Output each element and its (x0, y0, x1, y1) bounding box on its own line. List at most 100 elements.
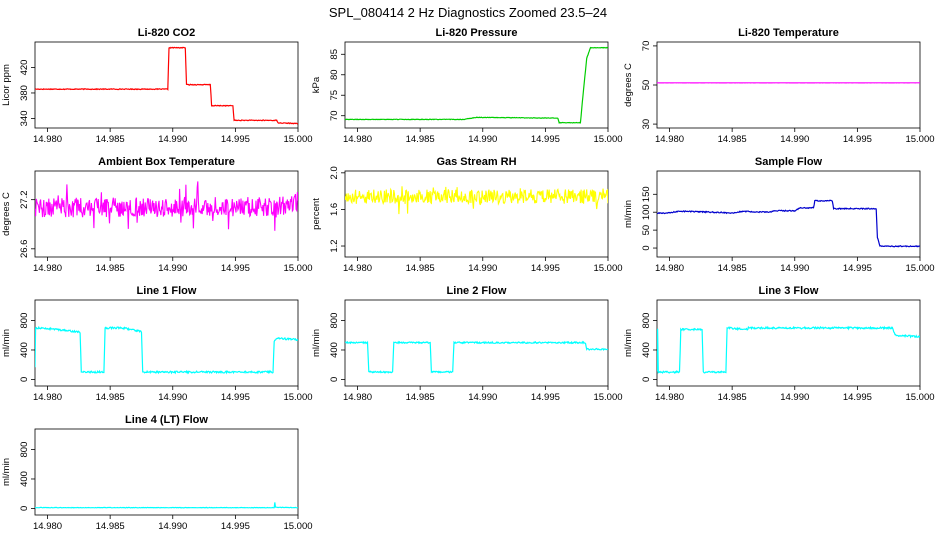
y-axis-label: ml/min (1, 329, 12, 357)
y-tick-label: 400 (329, 342, 340, 358)
chart-panel-8: Line 2 Flow ml/min 14.980 14.985 14.990 14.99… (311, 285, 623, 403)
x-tick-label: 14.980 (343, 392, 372, 403)
x-tick-label: 15.000 (593, 392, 622, 403)
plot-frame (34, 299, 299, 387)
chart-panel-3: Li-820 Temperature degrees C 14.980 14.985 1… (623, 27, 935, 145)
x-tick-label: 14.985 (718, 392, 747, 403)
y-tick-label: 800 (329, 313, 340, 329)
panel-title: Li-820 Pressure (436, 27, 518, 39)
panel-title: Line 1 Flow (137, 285, 197, 297)
y-axis-label: kPa (311, 76, 322, 93)
y-axis-label: percent (311, 198, 322, 230)
chart-panel-7: Line 1 Flow ml/min 14.980 14.985 14.990 14.99… (1, 285, 313, 403)
x-tick-label: 14.990 (468, 134, 497, 145)
plot-frame (656, 41, 921, 129)
panel-title: Line 4 (LT) Flow (125, 414, 208, 426)
x-tick-label: 14.995 (221, 134, 250, 145)
y-tick-label: 70 (641, 41, 652, 52)
data-series-line (345, 46, 608, 124)
y-tick-label: 85 (329, 49, 340, 60)
y-tick-label: 380 (19, 85, 30, 101)
y-tick-label: 50 (641, 80, 652, 91)
x-tick-label: 14.980 (655, 263, 684, 274)
x-tick-label: 14.985 (96, 392, 125, 403)
panel-title: Line 2 Flow (447, 285, 507, 297)
chart-panel-2: Li-820 Pressure kPa 14.980 14.985 14.990 14.9… (311, 27, 623, 145)
chart-panel-4: Ambient Box Temperature degrees C 14.980 14… (1, 156, 313, 274)
panel-title: Ambient Box Temperature (98, 156, 235, 168)
x-tick-label: 14.995 (843, 263, 872, 274)
y-axis-label: degrees C (623, 63, 634, 107)
panel-title: Line 3 Flow (759, 285, 819, 297)
data-series-line (35, 181, 298, 231)
x-tick-label: 14.990 (158, 134, 187, 145)
x-tick-label: 15.000 (283, 263, 312, 274)
x-tick-label: 14.985 (406, 263, 435, 274)
y-axis-label: ml/min (311, 329, 322, 357)
y-axis-label: Licor ppm (1, 64, 12, 106)
x-tick-label: 14.985 (718, 134, 747, 145)
x-tick-label: 14.985 (96, 521, 125, 532)
y-tick-label: 0 (19, 377, 30, 382)
panel-grid: Li-820 CO2 Licor ppm 14.980 14.985 14.990 14.… (1, 27, 935, 532)
y-tick-label: 0 (641, 377, 652, 382)
plot-frame (656, 299, 921, 387)
x-tick-label: 15.000 (593, 263, 622, 274)
x-tick-label: 14.990 (158, 392, 187, 403)
y-tick-label: 800 (19, 442, 30, 458)
data-series-line (657, 199, 920, 248)
plot-frame (34, 41, 299, 129)
plot-frame (344, 41, 609, 129)
y-tick-label: 800 (641, 313, 652, 329)
chart-panel-6: Sample Flow ml/min 14.980 14.985 14.990 14.99… (623, 156, 935, 274)
x-tick-label: 14.985 (406, 134, 435, 145)
x-tick-label: 14.980 (33, 263, 62, 274)
x-tick-label: 14.980 (655, 392, 684, 403)
y-axis-label: ml/min (1, 458, 12, 486)
y-tick-label: 26.6 (19, 240, 30, 258)
x-tick-label: 14.995 (531, 134, 560, 145)
x-tick-label: 15.000 (905, 134, 934, 145)
x-tick-label: 14.985 (718, 263, 747, 274)
chart-panel-10: Line 4 (LT) Flow ml/min 14.980 14.985 14.990… (1, 414, 313, 532)
y-axis-label: ml/min (623, 329, 634, 357)
x-tick-label: 14.990 (468, 263, 497, 274)
x-tick-label: 14.995 (843, 134, 872, 145)
x-tick-label: 14.980 (343, 263, 372, 274)
y-tick-label: 0 (19, 506, 30, 511)
x-tick-label: 14.990 (158, 263, 187, 274)
data-series-line (35, 325, 298, 375)
y-tick-label: 1.2 (329, 239, 340, 252)
data-series-line (35, 502, 298, 509)
chart-panel-1: Li-820 CO2 Licor ppm 14.980 14.985 14.990 14.… (1, 27, 313, 145)
x-tick-label: 14.980 (655, 134, 684, 145)
plot-frame (34, 428, 299, 516)
y-tick-label: 400 (19, 342, 30, 358)
x-tick-label: 14.980 (33, 521, 62, 532)
panel-title: Li-820 CO2 (138, 27, 195, 39)
plot-frame (34, 170, 299, 258)
y-tick-label: 400 (641, 342, 652, 358)
y-tick-label: 340 (19, 111, 30, 127)
y-tick-label: 150 (641, 186, 652, 202)
y-tick-label: 420 (19, 60, 30, 76)
x-tick-label: 14.990 (158, 521, 187, 532)
panel-title: Gas Stream RH (436, 156, 516, 168)
x-tick-label: 15.000 (905, 263, 934, 274)
plot-frame (344, 299, 609, 387)
x-tick-label: 14.980 (33, 392, 62, 403)
y-tick-label: 75 (329, 90, 340, 101)
y-tick-label: 0 (329, 377, 340, 382)
panel-title: Li-820 Temperature (738, 27, 839, 39)
y-axis-label: degrees C (1, 192, 12, 236)
y-tick-label: 50 (641, 225, 652, 236)
plot-frame (656, 170, 921, 258)
x-tick-label: 14.990 (780, 134, 809, 145)
y-tick-label: 0 (641, 245, 652, 250)
figure-title: SPL_080414 2 Hz Diagnostics Zoomed 23.5–… (329, 5, 607, 20)
x-tick-label: 14.995 (221, 521, 250, 532)
x-tick-label: 14.985 (96, 134, 125, 145)
x-tick-label: 14.995 (531, 263, 560, 274)
x-tick-label: 15.000 (593, 134, 622, 145)
